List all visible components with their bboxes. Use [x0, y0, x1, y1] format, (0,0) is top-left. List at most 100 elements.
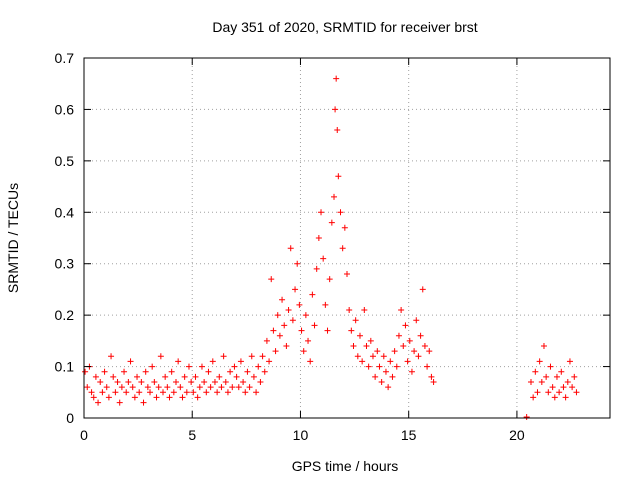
data-point	[261, 368, 268, 375]
data-point	[335, 173, 342, 180]
data-point	[311, 322, 318, 329]
data-point	[307, 358, 314, 365]
data-point	[268, 276, 275, 283]
data-point	[95, 399, 102, 406]
data-point	[339, 245, 346, 252]
data-point	[426, 348, 433, 355]
data-point	[376, 363, 383, 370]
data-point	[110, 373, 117, 380]
data-point	[185, 363, 192, 370]
data-point	[527, 379, 534, 385]
data-point	[160, 389, 167, 396]
data-point	[408, 368, 415, 375]
data-point	[84, 384, 91, 391]
data-point	[356, 332, 363, 339]
data-point	[129, 384, 136, 391]
data-point	[430, 379, 437, 385]
chart-title: Day 351 of 2020, SRMTID for receiver brs…	[212, 19, 477, 35]
data-point	[530, 394, 537, 401]
data-point	[99, 389, 106, 396]
data-point	[263, 337, 270, 344]
data-point	[203, 389, 210, 396]
data-point	[240, 379, 247, 385]
data-point	[188, 379, 195, 385]
data-point	[192, 373, 199, 380]
data-point	[231, 363, 238, 370]
data-point	[300, 348, 307, 355]
data-point	[279, 296, 286, 303]
data-point	[257, 379, 264, 385]
data-point	[400, 343, 407, 349]
data-point	[283, 343, 290, 349]
data-point	[155, 384, 162, 391]
data-point	[88, 389, 95, 396]
data-point	[417, 332, 424, 339]
data-point	[380, 353, 387, 360]
data-point	[367, 337, 374, 344]
data-point	[276, 332, 283, 339]
data-point	[147, 389, 154, 396]
data-point	[272, 348, 279, 355]
axis-ticks	[83, 57, 610, 419]
data-point	[302, 312, 309, 319]
y-tick-label: 0.7	[55, 50, 75, 66]
data-point	[172, 379, 179, 385]
data-point	[285, 307, 292, 313]
data-point	[333, 75, 340, 82]
data-point	[181, 373, 188, 380]
data-point	[112, 389, 119, 396]
data-point	[175, 358, 182, 365]
data-point	[536, 358, 543, 365]
data-point	[205, 368, 212, 375]
data-point	[298, 327, 305, 334]
data-point	[419, 286, 426, 293]
data-point	[125, 379, 132, 385]
data-point	[363, 343, 370, 349]
data-point	[149, 363, 156, 370]
data-point	[294, 260, 301, 267]
data-point	[242, 389, 249, 396]
y-tick-label: 0	[66, 410, 74, 426]
data-point	[244, 368, 251, 375]
data-point	[164, 384, 171, 391]
data-point	[372, 373, 379, 380]
data-point	[90, 394, 97, 401]
data-point	[553, 373, 560, 380]
data-point	[287, 245, 294, 252]
data-point	[547, 363, 554, 370]
data-point	[183, 389, 190, 396]
data-point	[218, 384, 225, 391]
data-point	[393, 363, 400, 370]
data-point	[114, 379, 121, 385]
data-point	[538, 379, 545, 385]
data-point	[322, 301, 329, 308]
data-point	[348, 327, 355, 334]
data-point	[136, 389, 143, 396]
data-point	[328, 219, 335, 226]
data-point	[334, 127, 341, 133]
data-point	[266, 358, 273, 365]
tick-labels: 0 5 10 15 20 0 0.1 0.2 0.3 0.4 0.5 0.6 0.7	[55, 50, 525, 443]
data-point	[255, 363, 262, 370]
data-point	[305, 337, 312, 344]
data-point	[250, 373, 257, 380]
data-point	[177, 384, 184, 391]
data-point	[424, 363, 431, 370]
data-point	[142, 368, 149, 375]
data-point	[421, 343, 428, 349]
data-point	[140, 399, 147, 406]
data-point	[523, 413, 530, 420]
data-point	[374, 348, 381, 355]
data-point	[389, 373, 396, 380]
data-point	[413, 317, 420, 324]
data-point	[361, 307, 368, 313]
data-point	[326, 276, 333, 283]
data-point	[549, 384, 556, 391]
data-point	[558, 368, 565, 375]
data-points	[82, 75, 580, 420]
data-point	[281, 322, 288, 329]
data-point	[246, 384, 253, 391]
data-point	[313, 265, 320, 272]
data-point	[369, 353, 376, 360]
data-point	[235, 384, 242, 391]
